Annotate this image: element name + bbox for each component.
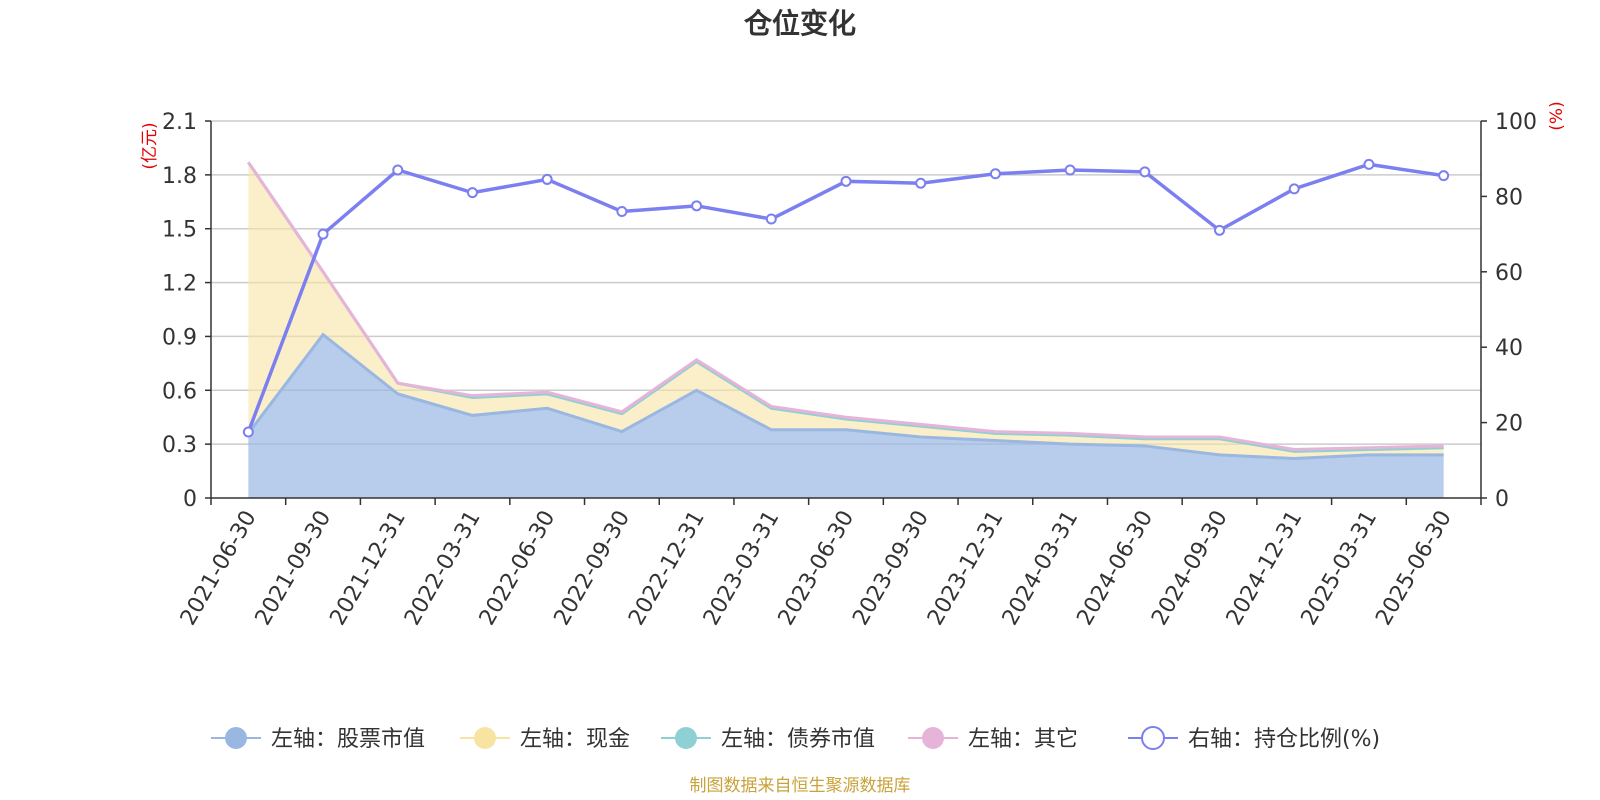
left-tick-label: 0 — [183, 487, 197, 512]
ratio-point — [1139, 166, 1151, 178]
x-tick-label: 2024-09-30 — [1147, 507, 1233, 630]
right-tick-label: 100 — [1495, 110, 1537, 135]
x-tick-label: 2024-06-30 — [1072, 507, 1158, 630]
legend: 左轴：股票市值 左轴：现金 左轴：债券市值 左轴：其它 右轴：持仓比例(%) — [211, 726, 1380, 752]
legend-label: 左轴：债券市值 — [721, 727, 875, 752]
ratio-point — [1438, 170, 1450, 182]
legend-item: 左轴：债券市值 — [661, 727, 875, 752]
x-tick-label: 2022-03-31 — [400, 507, 486, 630]
x-tick-label: 2021-06-30 — [176, 507, 262, 630]
ratio-point — [242, 426, 254, 438]
left-tick-label: 0.3 — [162, 433, 197, 458]
x-tick-label: 2023-09-30 — [848, 507, 934, 630]
legend-label: 左轴：现金 — [520, 727, 630, 752]
legend-item: 左轴：股票市值 — [211, 727, 425, 752]
ratio-point — [1064, 164, 1076, 176]
ratio-point — [1214, 224, 1226, 236]
legend-marker — [922, 727, 944, 749]
ratio-point — [466, 187, 478, 199]
left-tick-label: 0.9 — [162, 325, 197, 350]
source-note: 制图数据来自恒生聚源数据库 — [690, 776, 911, 796]
x-tick-label: 2022-06-30 — [475, 507, 561, 630]
x-tick-label: 2023-06-30 — [774, 507, 860, 630]
x-tick-label: 2025-06-30 — [1371, 507, 1457, 630]
legend-marker — [675, 727, 697, 749]
ratio-point — [616, 205, 628, 217]
stacked-areas — [248, 162, 1444, 498]
ratio-point — [541, 173, 553, 185]
area-edge-左轴：其它 — [247, 161, 1444, 452]
chart-title: 仓位变化 — [744, 7, 856, 40]
right-tick-label: 20 — [1495, 412, 1523, 437]
x-tick-label: 2025-03-31 — [1297, 507, 1383, 630]
right-tick-label: 80 — [1495, 185, 1523, 210]
x-tick-label: 2022-12-31 — [624, 507, 710, 630]
ratio-point — [765, 213, 777, 225]
left-tick-label: 1.8 — [162, 164, 197, 189]
left-tick-label: 2.1 — [162, 110, 197, 135]
left-tick-label: 1.2 — [162, 272, 197, 297]
x-tick-label: 2023-12-31 — [923, 507, 1009, 630]
ratio-point — [1363, 158, 1375, 170]
x-tick-label: 2023-03-31 — [699, 507, 785, 630]
ratio-markers — [242, 158, 1450, 438]
ratio-point — [915, 177, 927, 189]
x-tick-label: 2024-12-31 — [1222, 507, 1308, 630]
right-tick-label: 40 — [1495, 336, 1523, 361]
ratio-point — [317, 228, 329, 240]
legend-marker — [225, 727, 247, 749]
area-edge-左轴：股票市值 — [247, 332, 1444, 461]
legend-label: 左轴：股票市值 — [271, 727, 425, 752]
ratio-point — [1288, 183, 1300, 195]
ratio-point — [392, 164, 404, 176]
left-axis-unit: (亿元) — [140, 122, 160, 169]
left-tick-label: 1.5 — [162, 218, 197, 243]
ratio-point — [840, 175, 852, 187]
x-tick-label: 2024-03-31 — [998, 507, 1084, 630]
left-tick-label: 0.6 — [162, 379, 197, 404]
legend-item: 左轴：其它 — [908, 727, 1078, 752]
right-tick-label: 0 — [1495, 487, 1509, 512]
right-tick-label: 60 — [1495, 261, 1523, 286]
right-axis-unit: (%) — [1547, 101, 1567, 130]
ratio-point — [989, 168, 1001, 180]
legend-label: 右轴：持仓比例(%) — [1188, 727, 1380, 752]
area-左轴：股票市值 — [248, 334, 1444, 498]
x-tick-label: 2021-09-30 — [251, 507, 337, 630]
legend-item: 右轴：持仓比例(%) — [1128, 726, 1380, 752]
x-tick-label: 2021-12-31 — [325, 507, 411, 630]
legend-marker — [1141, 726, 1165, 750]
ratio-point — [691, 200, 703, 212]
legend-item: 左轴：现金 — [460, 727, 630, 752]
legend-marker — [474, 727, 496, 749]
x-tick-label: 2022-09-30 — [549, 507, 635, 630]
legend-label: 左轴：其它 — [968, 727, 1078, 752]
